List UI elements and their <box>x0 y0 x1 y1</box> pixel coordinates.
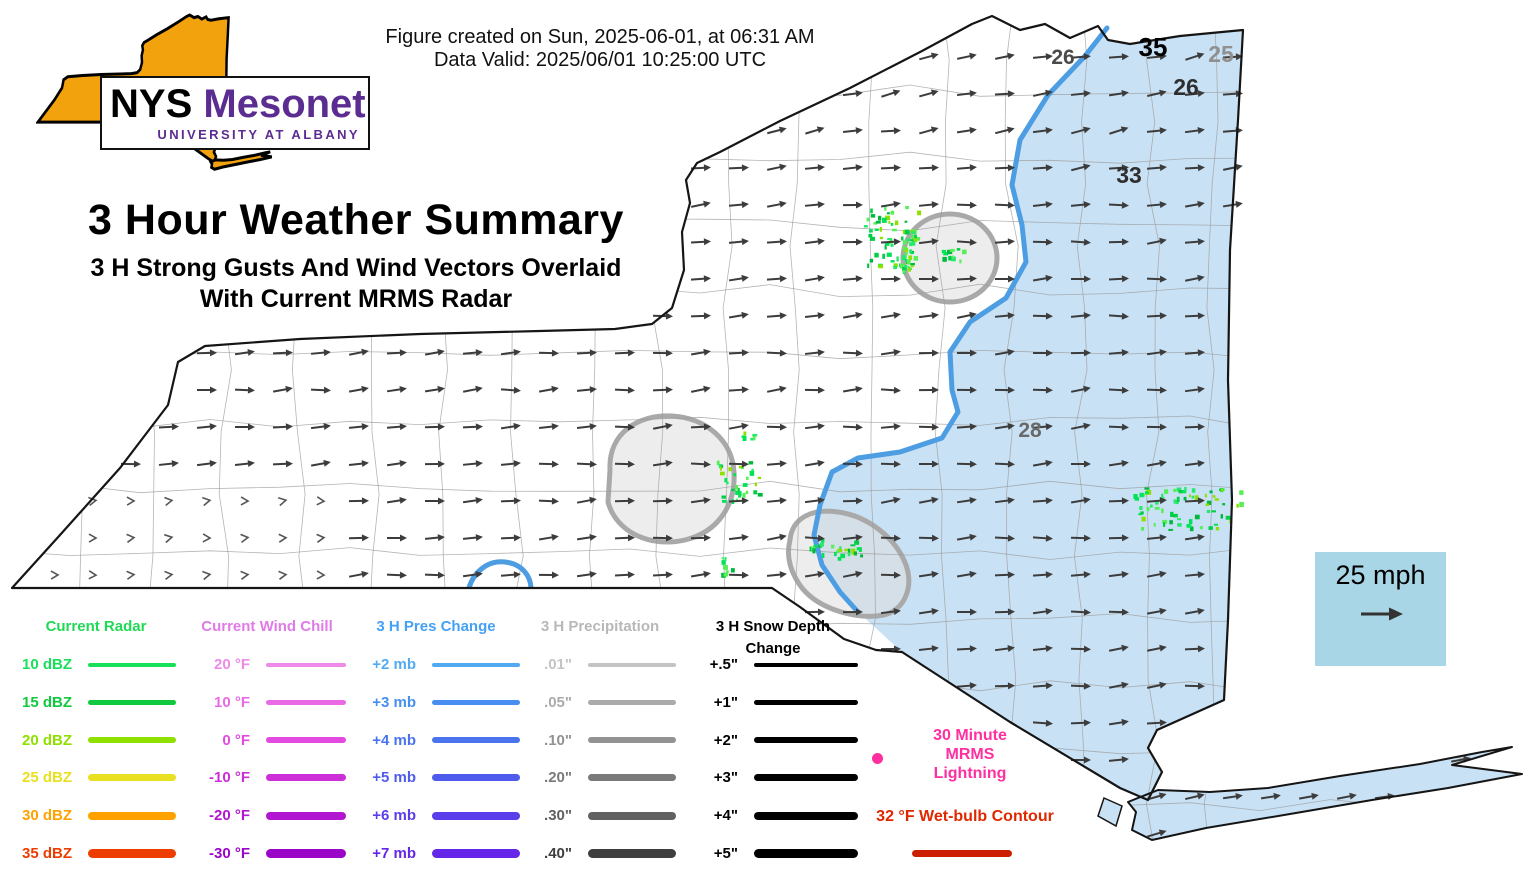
gust-label: 26 <box>1051 46 1074 69</box>
logo-wordmark: NYS Mesonet <box>110 82 366 126</box>
nys-mesonet-logo: NYS Mesonet UNIVERSITY AT ALBANY <box>36 12 376 177</box>
pressure-region <box>814 28 1243 800</box>
logo-nys-text: NYS <box>110 82 193 126</box>
gust-label: 28 <box>1018 419 1042 442</box>
wind-vectors <box>50 52 1471 838</box>
page-title: 3 Hour Weather Summary <box>88 196 624 244</box>
pressure-contour-line <box>811 25 1110 615</box>
data-valid-text: Data Valid: 2025/06/01 10:25:00 UTC <box>433 49 767 71</box>
figure-meta: Figure created on Sun, 2025-06-01, at 06… <box>300 26 900 72</box>
radar-echoes <box>716 206 1244 578</box>
gust-label: 25 <box>1208 41 1234 67</box>
logo-university-text: UNIVERSITY AT ALBANY <box>157 127 360 142</box>
wind-scale-label: 25 mph <box>1335 560 1426 590</box>
subtitle-line2: With Current MRMS Radar <box>199 285 513 314</box>
figure-created-text: Figure created on Sun, 2025-06-01, at 06… <box>385 26 815 48</box>
wind-scale-box: 25 mph <box>1315 552 1446 666</box>
wind-arrow-icon <box>1360 607 1403 621</box>
logo-text-box: NYS Mesonet UNIVERSITY AT ALBANY <box>100 76 370 150</box>
gust-label: 35 <box>1139 32 1168 62</box>
subtitle-line1: 3 H Strong Gusts And Wind Vectors Overla… <box>90 254 622 282</box>
gust-label: 33 <box>1116 162 1142 188</box>
gust-label: 26 <box>1173 74 1199 100</box>
state-border <box>10 14 1245 802</box>
logo-mesonet-text: Mesonet <box>203 82 366 126</box>
title-block: 3 Hour Weather Summary 3 H Strong Gusts … <box>44 196 668 316</box>
